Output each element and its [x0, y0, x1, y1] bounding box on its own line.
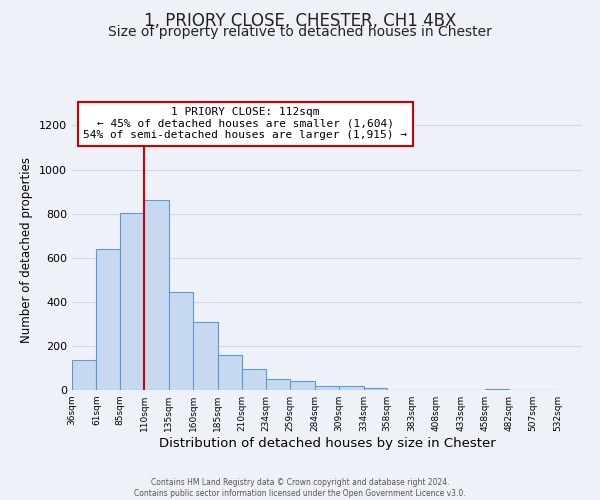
Text: Size of property relative to detached houses in Chester: Size of property relative to detached ho…	[108, 25, 492, 39]
Bar	[145, 200, 169, 390]
Y-axis label: Number of detached properties: Number of detached properties	[20, 157, 34, 343]
X-axis label: Distribution of detached houses by size in Chester: Distribution of detached houses by size …	[158, 437, 496, 450]
Bar	[72, 360, 97, 390]
Text: 1 PRIORY CLOSE: 112sqm
← 45% of detached houses are smaller (1,604)
54% of semi-: 1 PRIORY CLOSE: 112sqm ← 45% of detached…	[83, 107, 407, 140]
Bar	[315, 386, 339, 390]
Bar	[193, 322, 218, 390]
Bar	[485, 389, 509, 390]
Bar	[169, 292, 193, 390]
Bar	[218, 355, 242, 390]
Bar	[290, 380, 315, 390]
Bar	[266, 378, 290, 390]
Bar	[120, 212, 145, 390]
Text: 1, PRIORY CLOSE, CHESTER, CH1 4BX: 1, PRIORY CLOSE, CHESTER, CH1 4BX	[144, 12, 456, 30]
Bar	[339, 386, 364, 390]
Bar	[364, 388, 387, 390]
Text: Contains HM Land Registry data © Crown copyright and database right 2024.
Contai: Contains HM Land Registry data © Crown c…	[134, 478, 466, 498]
Bar	[97, 249, 120, 390]
Bar	[242, 369, 266, 390]
